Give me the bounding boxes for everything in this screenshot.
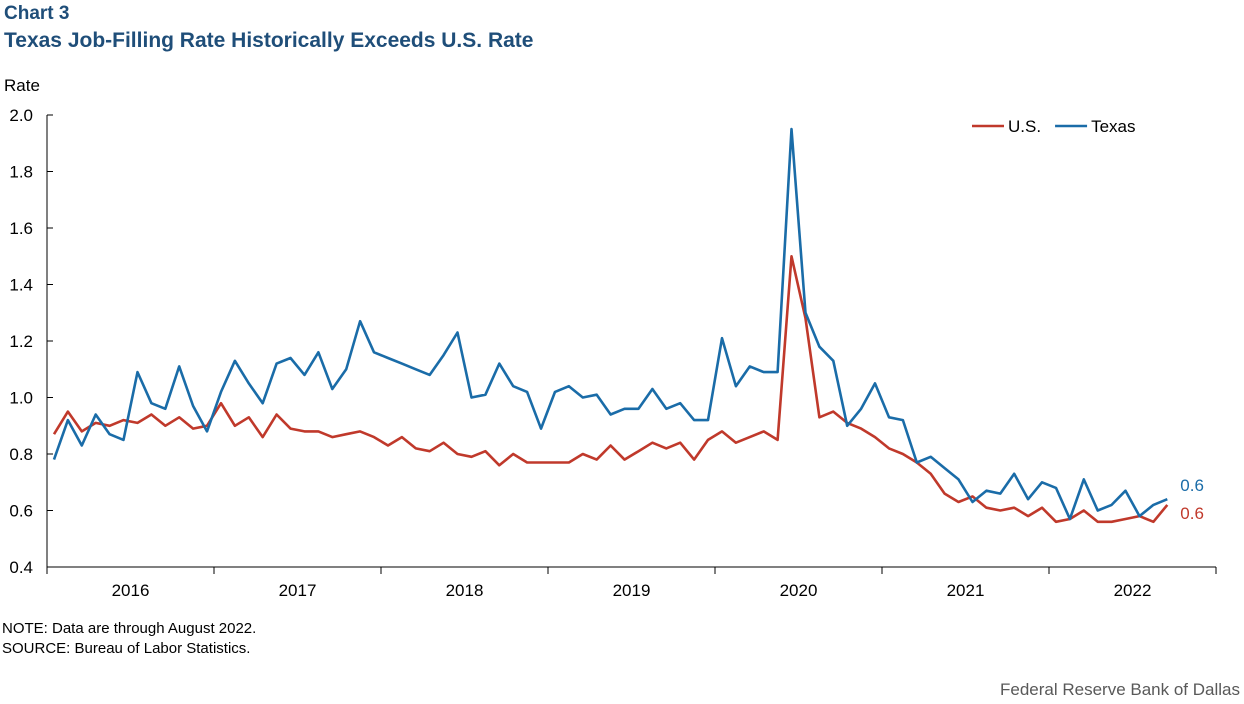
y-tick-label: 1.8 xyxy=(9,163,33,182)
y-tick-label: 0.6 xyxy=(9,502,33,521)
y-tick-label: 1.2 xyxy=(9,332,33,351)
end-label-us: 0.6 xyxy=(1180,504,1204,523)
y-tick-label: 0.8 xyxy=(9,445,33,464)
y-tick-label: 2.0 xyxy=(9,106,33,125)
chart-title: Texas Job-Filling Rate Historically Exce… xyxy=(4,29,534,52)
note-text: NOTE: Data are through August 2022. xyxy=(2,620,257,637)
legend-label: Texas xyxy=(1091,117,1135,136)
end-label-texas: 0.6 xyxy=(1180,476,1204,495)
y-tick-label: 1.4 xyxy=(9,276,33,295)
source-text: SOURCE: Bureau of Labor Statistics. xyxy=(2,640,251,657)
x-tick-label: 2017 xyxy=(279,581,317,600)
x-tick-label: 2019 xyxy=(613,581,651,600)
y-axis-label: Rate xyxy=(4,76,40,95)
x-axis: 2016 2017 2018 2019 2020 2021 2022 xyxy=(46,566,1217,600)
x-tick-label: 2016 xyxy=(112,581,150,600)
chart-label: Chart 3 xyxy=(4,3,70,24)
legend: U.S. Texas xyxy=(972,117,1135,136)
y-tick-label: 0.4 xyxy=(9,558,33,577)
x-tick-label: 2018 xyxy=(446,581,484,600)
credit-text: Federal Reserve Bank of Dallas xyxy=(999,680,1240,699)
y-tick-label: 1.0 xyxy=(9,389,33,408)
legend-label: U.S. xyxy=(1008,117,1041,136)
x-tick-label: 2021 xyxy=(947,581,985,600)
series-line-texas xyxy=(52,127,1168,521)
y-axis: 0.4 0.6 0.8 1.0 1.2 1.4 1.6 1.8 2.0 xyxy=(9,106,53,577)
y-tick-label: 1.6 xyxy=(9,219,33,238)
plot-lines xyxy=(52,127,1169,524)
x-tick-label: 2020 xyxy=(780,581,818,600)
series-line-us xyxy=(52,254,1169,524)
end-labels: 0.60.6 xyxy=(1180,476,1204,523)
x-tick-label: 2022 xyxy=(1114,581,1152,600)
